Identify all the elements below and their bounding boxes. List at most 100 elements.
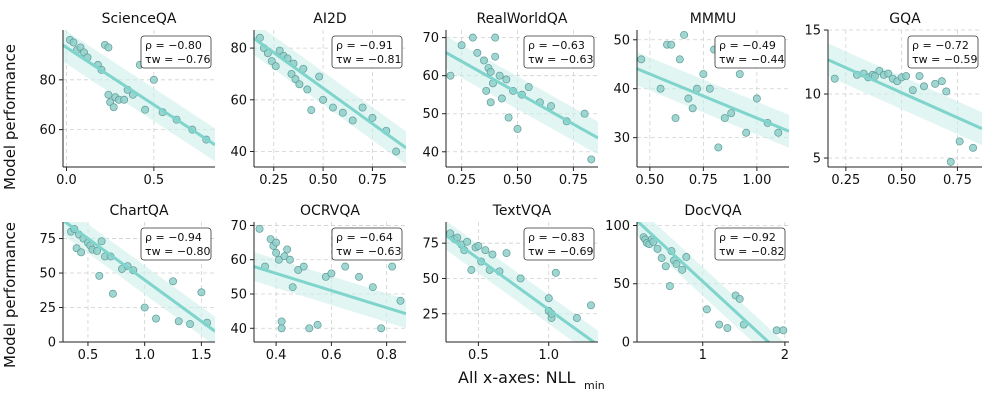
data-point: [680, 30, 689, 39]
data-point: [544, 294, 553, 303]
data-point: [715, 320, 724, 329]
data-point: [104, 90, 113, 99]
data-point: [684, 94, 693, 103]
y-tick-label: 5: [813, 152, 821, 167]
data-point: [675, 55, 684, 64]
x-tick-label: 0.4: [266, 348, 287, 363]
data-point: [388, 262, 397, 271]
data-point: [699, 70, 708, 78]
x-tick-label: 0.5: [468, 348, 489, 363]
data-point: [358, 103, 367, 112]
data-point: [547, 102, 556, 111]
stats-box: [523, 35, 595, 69]
data-point: [672, 259, 681, 268]
panel-title: TextVQA: [492, 203, 552, 219]
tau-stat: τw = −0.69: [528, 245, 594, 258]
panel-realworldqa: 0.25 0.50 0.75 40 50 60 70 RealWorldQA ρ = −0.63…: [422, 11, 598, 188]
data-point: [303, 85, 312, 94]
data-point: [338, 108, 347, 117]
tau-stat: τw = −0.63: [528, 53, 594, 66]
data-point: [516, 274, 525, 283]
data-point: [688, 104, 697, 113]
data-point: [327, 269, 336, 278]
panel-title: ScienceQA: [102, 11, 177, 27]
regression-line: [63, 43, 215, 147]
x-tick-label: 0.75: [689, 173, 718, 188]
y-tick-label: 0: [622, 336, 630, 351]
data-point: [513, 124, 522, 133]
data-point: [329, 103, 337, 112]
data-point: [937, 77, 946, 86]
regression-line: [637, 222, 771, 342]
panel-title: ChartQA: [109, 203, 168, 219]
tau-stat: τw = −0.82: [719, 245, 785, 258]
data-point: [120, 95, 129, 104]
x-tick-label: 0.75: [559, 173, 588, 188]
data-point: [572, 314, 581, 322]
y-tick-label: 50: [422, 107, 439, 122]
panel-title: OCRVQA: [300, 203, 360, 219]
stats-box: [331, 35, 403, 69]
data-point: [502, 75, 511, 84]
x-tick-label: 0.8: [376, 348, 397, 363]
data-point: [884, 69, 893, 78]
data-point: [908, 86, 917, 95]
ylabel-bottom: Model performance: [1, 222, 19, 368]
stats-box: [714, 227, 786, 261]
data-point: [174, 317, 183, 326]
data-point: [551, 268, 560, 277]
rho-stat: ρ = −0.94: [145, 231, 202, 244]
data-point: [665, 282, 674, 291]
data-point: [467, 266, 476, 274]
y-tick-label: 30: [613, 131, 630, 146]
confidence-band: [63, 222, 215, 342]
y-tick-label: 100: [605, 219, 630, 234]
data-point: [149, 75, 158, 84]
data-point: [723, 324, 732, 332]
data-point: [735, 294, 744, 303]
data-point: [915, 72, 924, 81]
data-point: [97, 237, 106, 246]
data-point: [486, 98, 495, 107]
y-tick-label: 15: [804, 24, 821, 39]
data-point: [77, 248, 86, 257]
stats-box: [140, 227, 212, 261]
data-point: [108, 289, 117, 298]
x-tick-label: 2: [781, 348, 789, 363]
y-tick-label: 60: [230, 93, 247, 108]
rho-stat: ρ = −0.64: [336, 231, 393, 244]
data-point: [446, 71, 455, 80]
data-point: [678, 265, 687, 274]
data-point: [702, 305, 711, 314]
data-point: [491, 52, 500, 61]
x-tick-label: 0.50: [635, 173, 664, 188]
x-tick-label: 0.50: [503, 173, 532, 188]
x-tick-label: 0.0: [56, 173, 77, 188]
data-point: [169, 277, 177, 286]
stats-box: [331, 227, 403, 261]
data-point: [742, 128, 751, 137]
y-tick-label: 80: [230, 42, 247, 57]
y-tick-label: 80: [39, 73, 56, 88]
data-point: [504, 113, 513, 122]
y-tick-label: 40: [230, 145, 247, 160]
data-point: [735, 70, 744, 78]
data-point: [277, 317, 286, 326]
data-point: [104, 43, 113, 52]
data-point: [705, 84, 714, 93]
data-point: [661, 262, 670, 271]
data-point: [502, 249, 511, 258]
data-point: [969, 143, 978, 152]
data-point: [152, 314, 160, 323]
data-point: [271, 62, 280, 71]
data-point: [272, 248, 281, 257]
data-point: [468, 33, 477, 42]
data-point: [955, 137, 964, 146]
data-point: [267, 57, 276, 65]
data-point: [313, 320, 322, 329]
